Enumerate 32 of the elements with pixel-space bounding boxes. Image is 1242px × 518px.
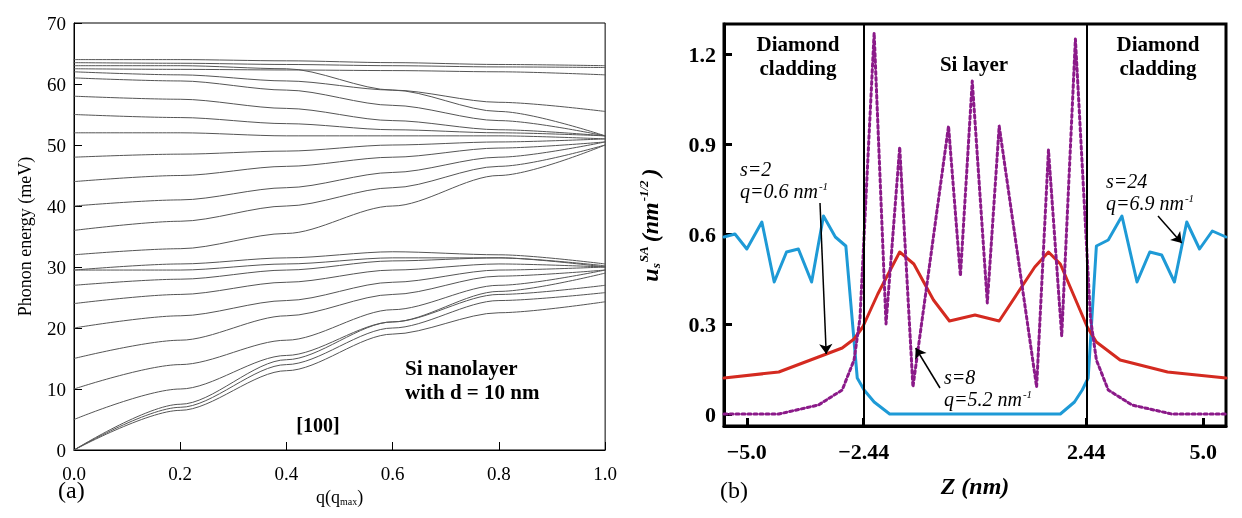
x-axis-title: Z (nm) bbox=[939, 473, 1010, 499]
y-tick-label: 50 bbox=[47, 134, 66, 156]
x-tick-label: 0.6 bbox=[380, 463, 405, 484]
x-tick-label: 2.44 bbox=[1067, 438, 1106, 464]
x-tick-label: 0.2 bbox=[168, 463, 193, 484]
y-tick-label: 0.9 bbox=[688, 131, 716, 157]
y-tick-label: 0 bbox=[56, 439, 66, 461]
annotation: Diamond cladding bbox=[756, 32, 840, 81]
annotation: Diamond cladding bbox=[1116, 32, 1200, 81]
annotation: Si layer bbox=[939, 52, 1009, 77]
x-tick-label: −5.0 bbox=[726, 438, 767, 464]
y-tick-label: 0.6 bbox=[688, 221, 716, 247]
y-tick-label: 10 bbox=[47, 378, 66, 400]
y-tick-label: 1.2 bbox=[688, 41, 716, 67]
y-tick-label: 40 bbox=[47, 195, 66, 217]
y-tick-label: 70 bbox=[47, 12, 66, 34]
x-tick-label: 0.8 bbox=[487, 463, 511, 484]
x-tick-label: 1.0 bbox=[593, 463, 617, 484]
annotation: Si nanolayer with d = 10 nm bbox=[405, 356, 540, 405]
text: (b) bbox=[720, 476, 748, 503]
y-axis-title: usSA(nm-1/2) bbox=[636, 168, 663, 282]
y-tick-label: 0 bbox=[705, 401, 716, 427]
x-tick-label: 0.4 bbox=[274, 463, 299, 484]
y-axis-title: Phonon energy (meV) bbox=[15, 156, 36, 317]
y-tick-label: 30 bbox=[47, 256, 66, 278]
x-tick-label: −2.44 bbox=[838, 438, 890, 464]
x-tick-label: 5.0 bbox=[1189, 438, 1217, 464]
y-tick-label: 60 bbox=[47, 73, 66, 95]
y-tick-label: 20 bbox=[47, 317, 66, 339]
y-tick-label: 0.3 bbox=[688, 311, 716, 337]
annotation: [100] bbox=[296, 413, 340, 436]
x-axis-title: q(qmax) bbox=[315, 486, 364, 508]
